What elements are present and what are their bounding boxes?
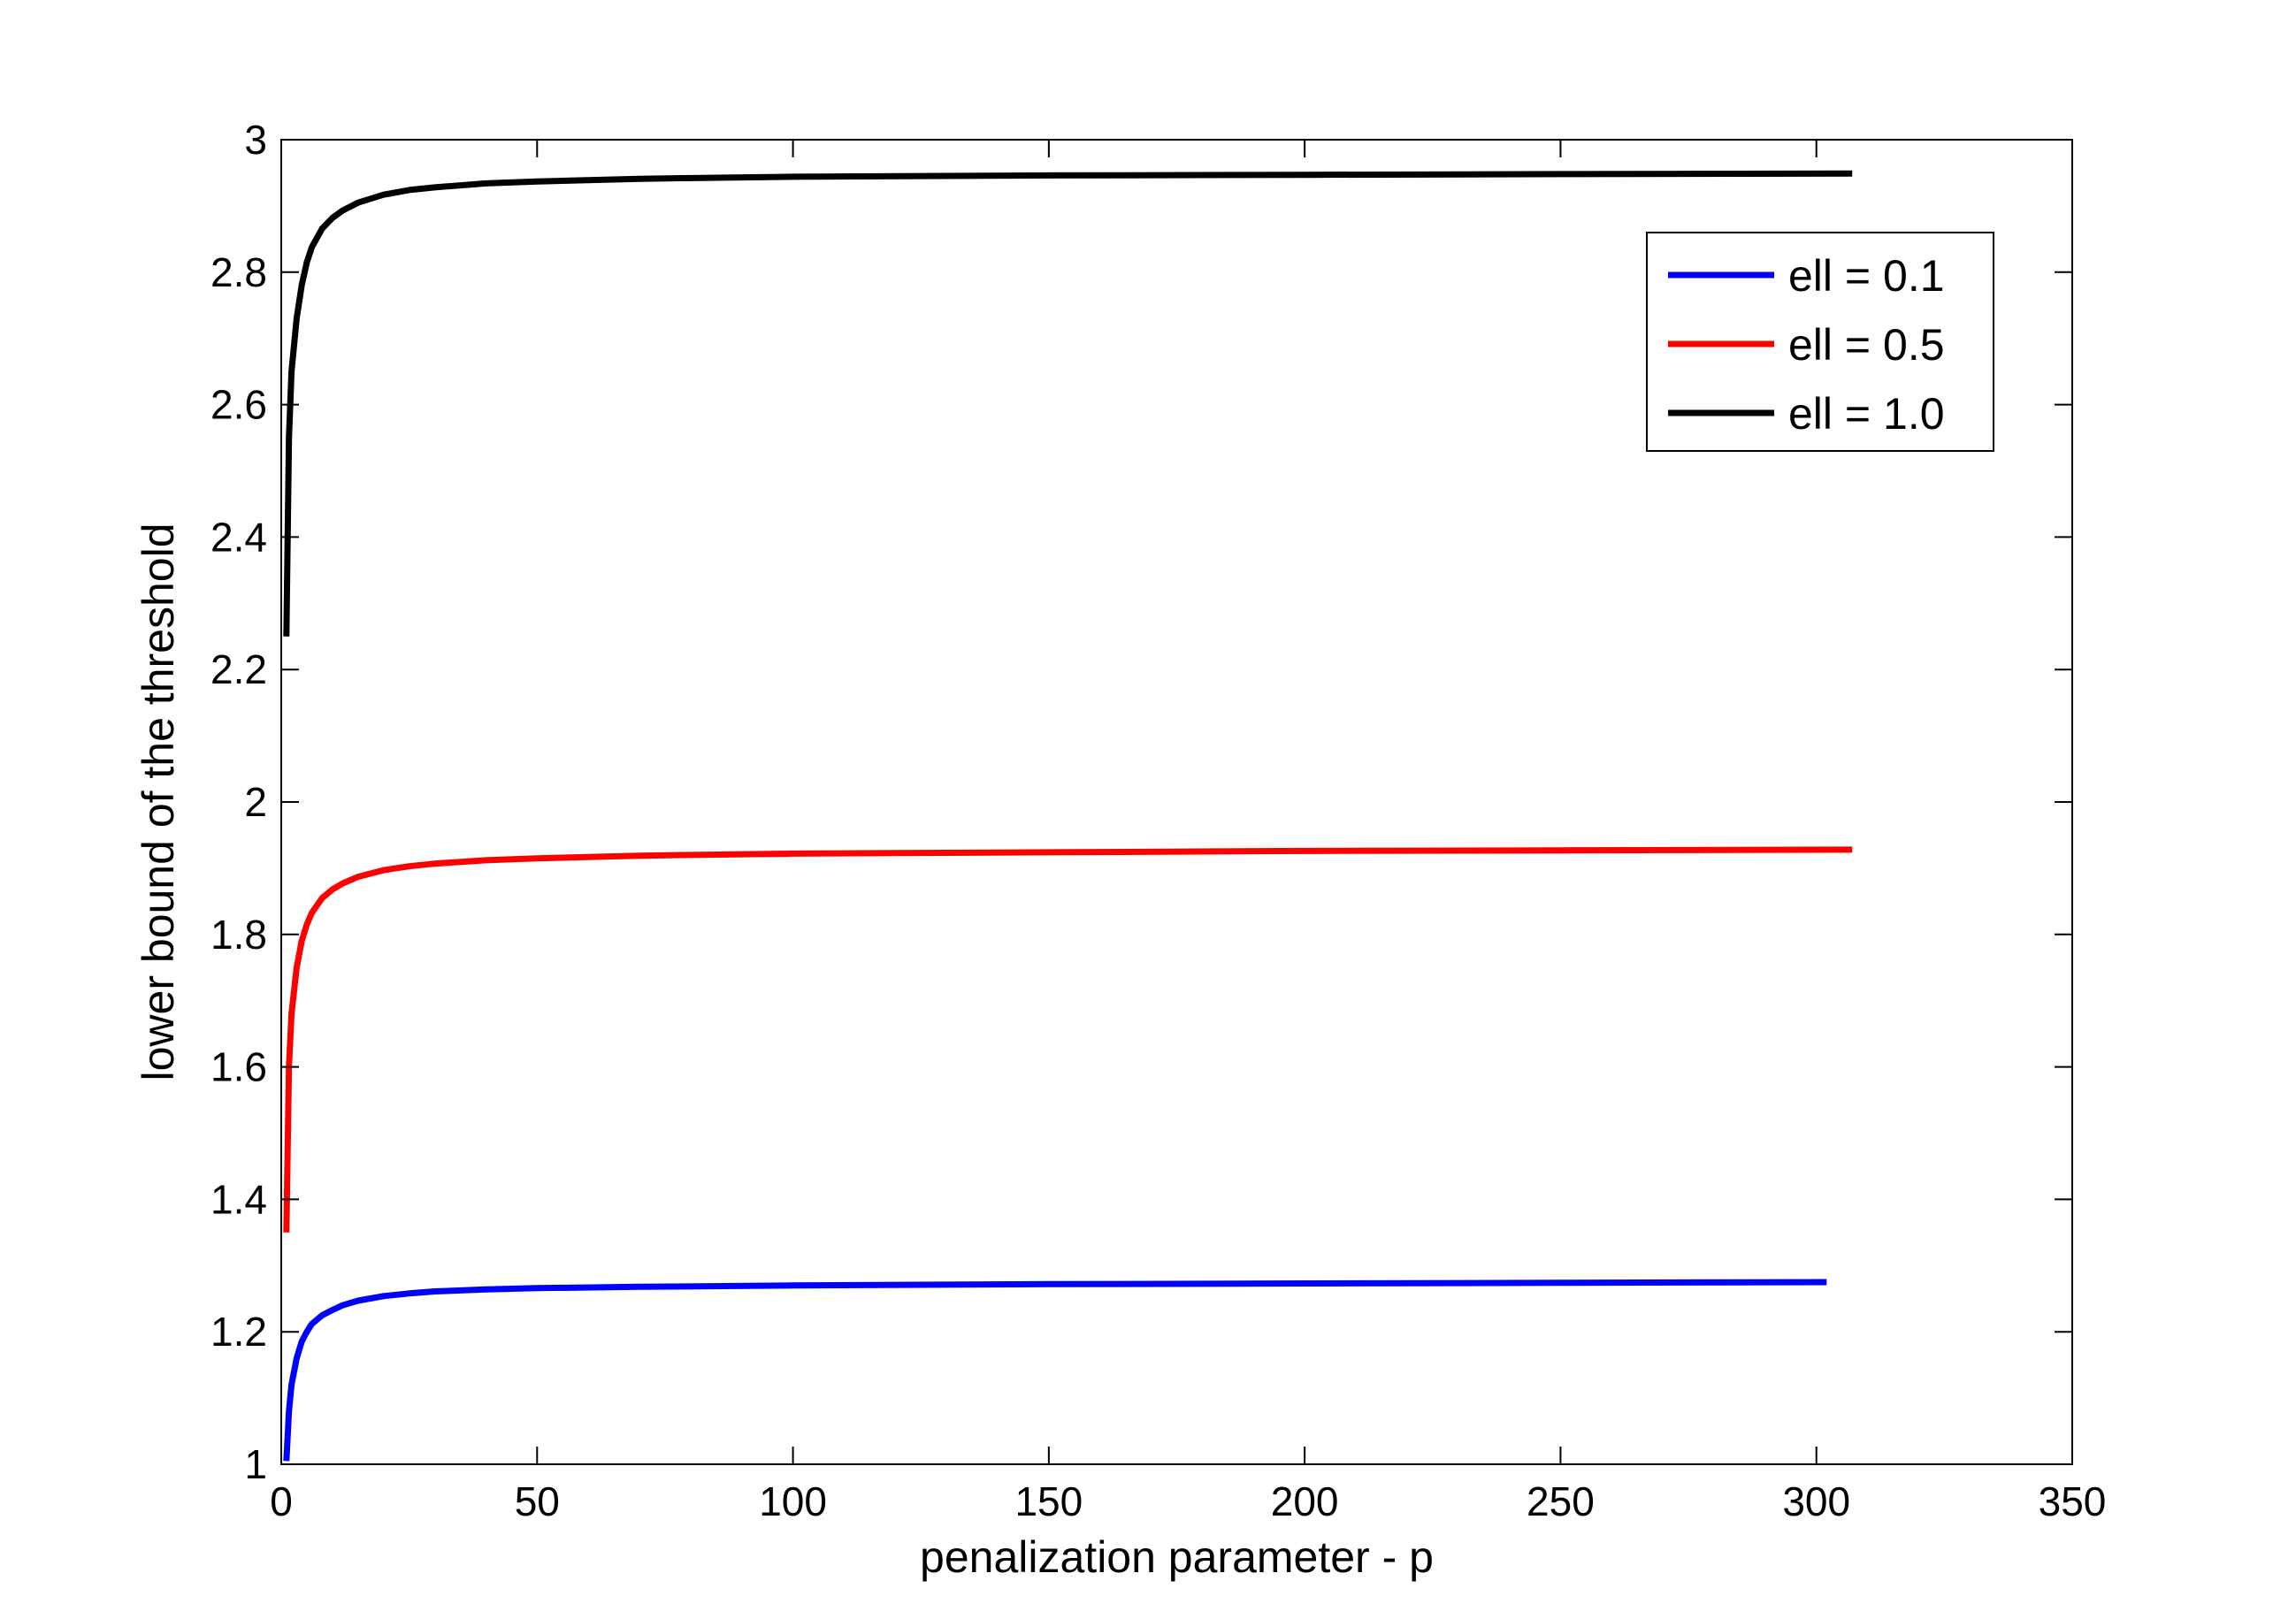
y-tick-label: 2.6 [210,382,267,428]
x-tick-label: 300 [1782,1478,1850,1524]
y-axis-label: lower bound of the threshold [134,523,183,1081]
legend-label-1: ell = 0.1 [1788,251,1945,301]
x-tick-label: 250 [1527,1478,1595,1524]
x-tick-label: 0 [270,1478,293,1524]
axes: 0 50 100 150 200 250 300 350 1 1.2 1.4 1.6 1.8 2 2.2 2.… [134,117,2106,1582]
y-tick-label: 3 [244,117,267,163]
x-tick-label: 200 [1271,1478,1339,1524]
legend-label-3: ell = 1.0 [1788,389,1945,439]
y-tick-label: 1.8 [210,912,267,958]
series-line-2 [283,846,1853,1233]
x-axis-label: penalization parameter - p [920,1532,1434,1582]
x-tick-label: 350 [2039,1478,2107,1524]
y-tick-label: 2 [244,779,267,825]
x-tick-label: 100 [759,1478,827,1524]
y-tick-label: 1.6 [210,1044,267,1090]
y-tick-label: 1.2 [210,1309,267,1355]
x-tick-label: 150 [1014,1478,1083,1524]
x-tick-label: 50 [515,1478,560,1524]
legend: ell = 0.1 ell = 0.5 ell = 1.0 [1646,232,1994,452]
series-line-3 [283,170,1853,637]
series-group [283,170,1853,1462]
legend-label-2: ell = 0.5 [1788,320,1945,370]
y-tick-label: 2.8 [210,249,267,295]
y-tick-label: 2.4 [210,514,267,560]
y-tick-label: 2.2 [210,646,267,692]
y-tick-label: 1 [244,1441,267,1487]
series-line-1 [283,1279,1827,1462]
y-tick-label: 1.4 [210,1176,267,1222]
